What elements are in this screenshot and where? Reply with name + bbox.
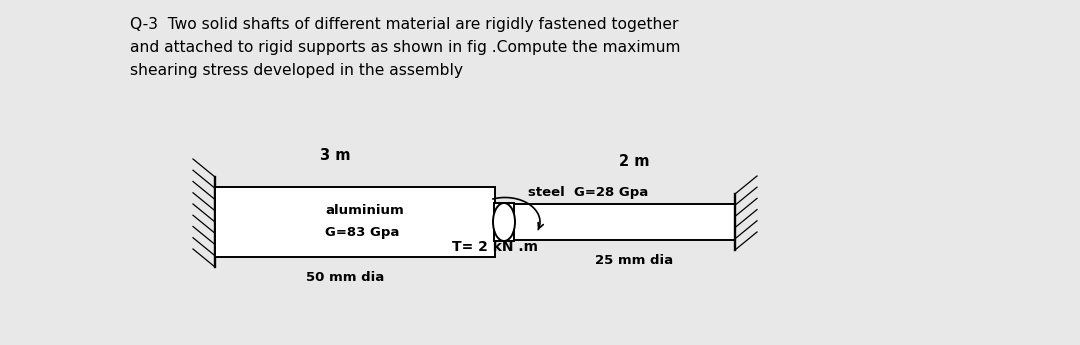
Ellipse shape (492, 203, 515, 241)
Bar (215, 187, 495, 257)
Text: shearing stress developed in the assembly: shearing stress developed in the assembl… (130, 63, 463, 78)
Text: aluminium: aluminium (325, 204, 404, 217)
Bar (494, 203, 514, 241)
Text: 3 m: 3 m (320, 148, 350, 163)
Text: and attached to rigid supports as shown in fig .Compute the maximum: and attached to rigid supports as shown … (130, 40, 680, 55)
Text: 2 m: 2 m (619, 154, 649, 169)
Text: 25 mm dia: 25 mm dia (595, 254, 673, 267)
Bar (513, 204, 735, 240)
Text: 50 mm dia: 50 mm dia (306, 271, 384, 284)
Text: T= 2 kN .m: T= 2 kN .m (453, 240, 538, 254)
Text: steel  G=28 Gpa: steel G=28 Gpa (528, 186, 648, 199)
Text: Q-3  Two solid shafts of different material are rigidly fastened together: Q-3 Two solid shafts of different materi… (130, 17, 678, 32)
Text: G=83 Gpa: G=83 Gpa (325, 226, 400, 238)
